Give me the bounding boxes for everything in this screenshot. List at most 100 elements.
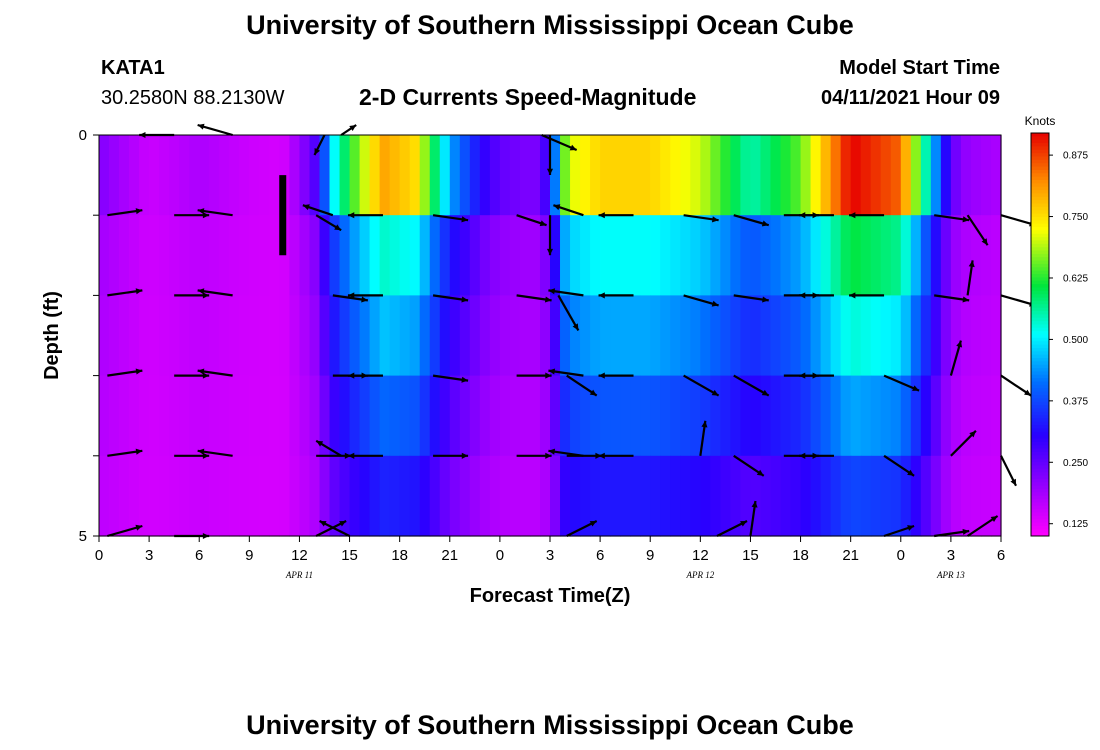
current-vector [548,368,584,377]
heatmap-cell [349,215,361,296]
current-vector [433,452,469,459]
heatmap-cell [970,215,982,296]
heatmap-cell [529,295,541,377]
heatmap-cell [119,455,130,537]
heatmap-cell [580,215,591,296]
vector-head [347,452,355,459]
heatmap-cell [880,375,892,457]
colorbar-segment [1031,324,1049,329]
heatmap-cell [129,215,140,296]
current-vector [849,292,885,299]
colorbar-segment [1031,206,1049,211]
heatmap-cell [279,215,291,296]
colorbar-segment [1031,448,1049,453]
heatmap-cell [359,295,371,377]
heatmap-cell [289,375,301,457]
current-vector [798,292,834,299]
vector-head [990,516,998,523]
colorbar-segment [1031,488,1049,493]
heatmap-cell [740,375,752,457]
heatmap-cell [239,455,250,537]
colorbar-segment [1031,408,1049,413]
heatmap-cell [700,135,711,216]
heatmap-cell [790,215,802,296]
heatmap-cell [189,295,200,377]
heatmap-cell [950,375,962,457]
colorbar-tick-label: 0.625 [1063,273,1088,284]
vector-head [545,452,552,459]
heatmap-cell [740,455,752,537]
heatmap-cell [720,135,731,216]
colorbar-segment [1031,146,1049,151]
colorbar-segment [1031,153,1049,158]
heatmap-cell [920,135,932,216]
colorbar-segment [1031,415,1049,419]
heatmap-cell [820,215,832,296]
heatmap-cell [980,375,992,457]
heatmap-cell [650,135,661,216]
heatmap-cell [570,455,581,537]
heatmap-cell [660,135,671,216]
heatmap-cell [590,215,601,296]
heatmap-cell [600,215,611,296]
heatmap-cell [239,375,250,457]
x-tick-label: 6 [195,547,203,564]
heatmap-cell [710,135,721,216]
heatmap-cell [630,295,641,377]
heatmap-cell [630,135,641,216]
heatmap-cell [369,135,381,216]
current-vector [733,374,770,397]
heatmap-cell [610,375,621,457]
heatmap-cell [449,295,461,377]
current-vector [566,374,598,397]
heatmap-cell [670,295,681,377]
vector-head [461,296,469,303]
heatmap-cell [519,455,531,537]
heatmap-cell [509,295,521,377]
heatmap-cell [570,375,581,457]
vector-head [347,212,355,219]
heatmap-cell [229,215,240,296]
heatmap-cell [760,135,772,216]
heatmap-cell [900,375,912,457]
colorbar-segment [1031,532,1049,537]
x-tick-label: 18 [391,547,408,564]
heatmap-cell [700,295,711,377]
current-vector [934,294,970,303]
heatmap-cell [289,295,301,377]
heatmap-cell [930,215,942,296]
vector-head [740,521,748,527]
heatmap-cell [620,215,631,296]
heatmap-cell [600,455,611,537]
vector-head [319,521,327,527]
heatmap-cell [840,455,852,537]
heatmap-cell [660,455,671,537]
heatmap-cell [980,215,992,296]
current-vector [598,212,634,219]
colorbar-tick-label: 0.375 [1063,396,1088,407]
heatmap-cell [159,215,170,296]
vector-shaft [557,294,580,331]
colorbar-segment [1031,472,1049,477]
heatmap-cell [780,295,792,377]
heatmap-cell [910,375,922,457]
heatmap-cell [980,295,992,377]
heatmap-cell [930,135,942,216]
colorbar-segment [1031,435,1049,440]
heatmap-cell [129,135,140,216]
current-vector [516,372,552,379]
heatmap-cell [399,455,411,537]
heatmap-cell [399,375,411,457]
heatmap-cell [720,215,731,296]
heatmap-cell [299,295,311,377]
vector-head [598,292,605,299]
heatmap-cell [309,375,321,457]
heatmap-cell [409,375,421,457]
heatmap-cell [900,135,912,216]
heatmap-cell [610,135,621,216]
heatmap-cell [199,455,210,537]
heatmap-cell [399,135,411,216]
heatmap-cell [560,215,571,296]
colorbar-segment [1031,304,1049,309]
heatmap-cell [189,215,200,296]
